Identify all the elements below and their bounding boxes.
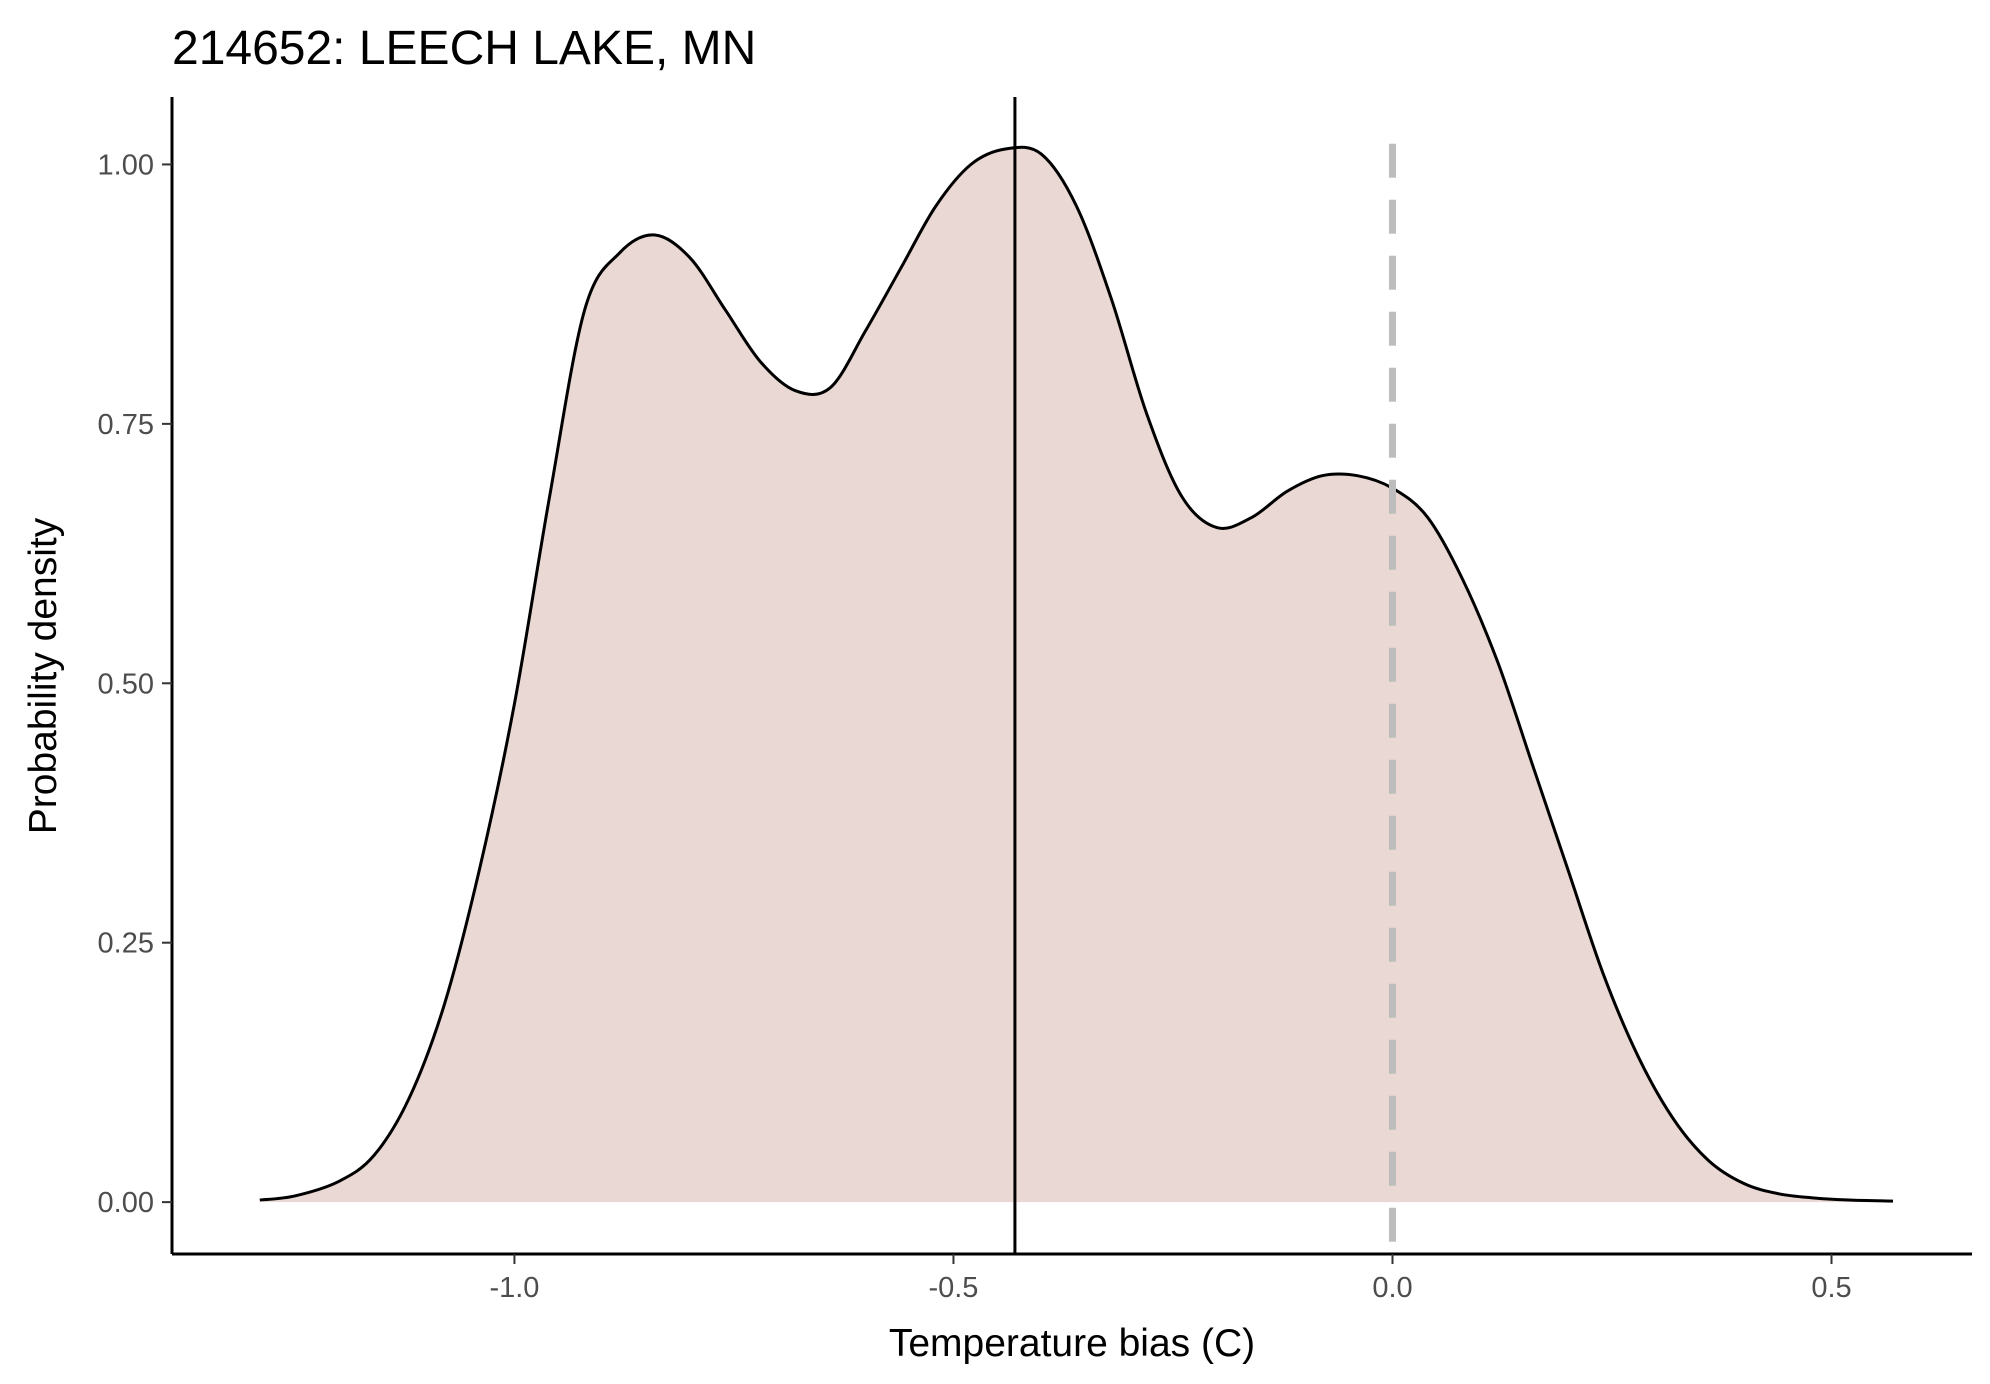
- x-tick-label: -1.0: [489, 1272, 539, 1304]
- plot-area: [259, 97, 1894, 1254]
- x-axis-title: Temperature bias (C): [889, 1322, 1255, 1365]
- y-tick-label: 0.00: [98, 1187, 154, 1219]
- y-tick-label: 0.75: [98, 409, 154, 441]
- x-tick-label: 0.0: [1372, 1272, 1412, 1304]
- density-curve-0: [259, 145, 1894, 1203]
- y-tick-label: 0.50: [98, 668, 154, 700]
- y-tick-label: 0.25: [98, 928, 154, 960]
- x-tick-label: -0.5: [928, 1272, 978, 1304]
- density-area-0: [259, 147, 1893, 1203]
- y-tick-label: 1.00: [98, 149, 154, 181]
- x-tick-label: 0.5: [1811, 1272, 1851, 1304]
- x-axis-ticks: -1.0 -0.5 0.0 0.5: [489, 1254, 1852, 1304]
- chart-title: 214652: LEECH LAKE, MN: [172, 22, 756, 75]
- y-axis-ticks: 0.00 0.25 0.50 0.75 1.00: [98, 149, 172, 1219]
- y-axis-title: Probability density: [22, 517, 65, 834]
